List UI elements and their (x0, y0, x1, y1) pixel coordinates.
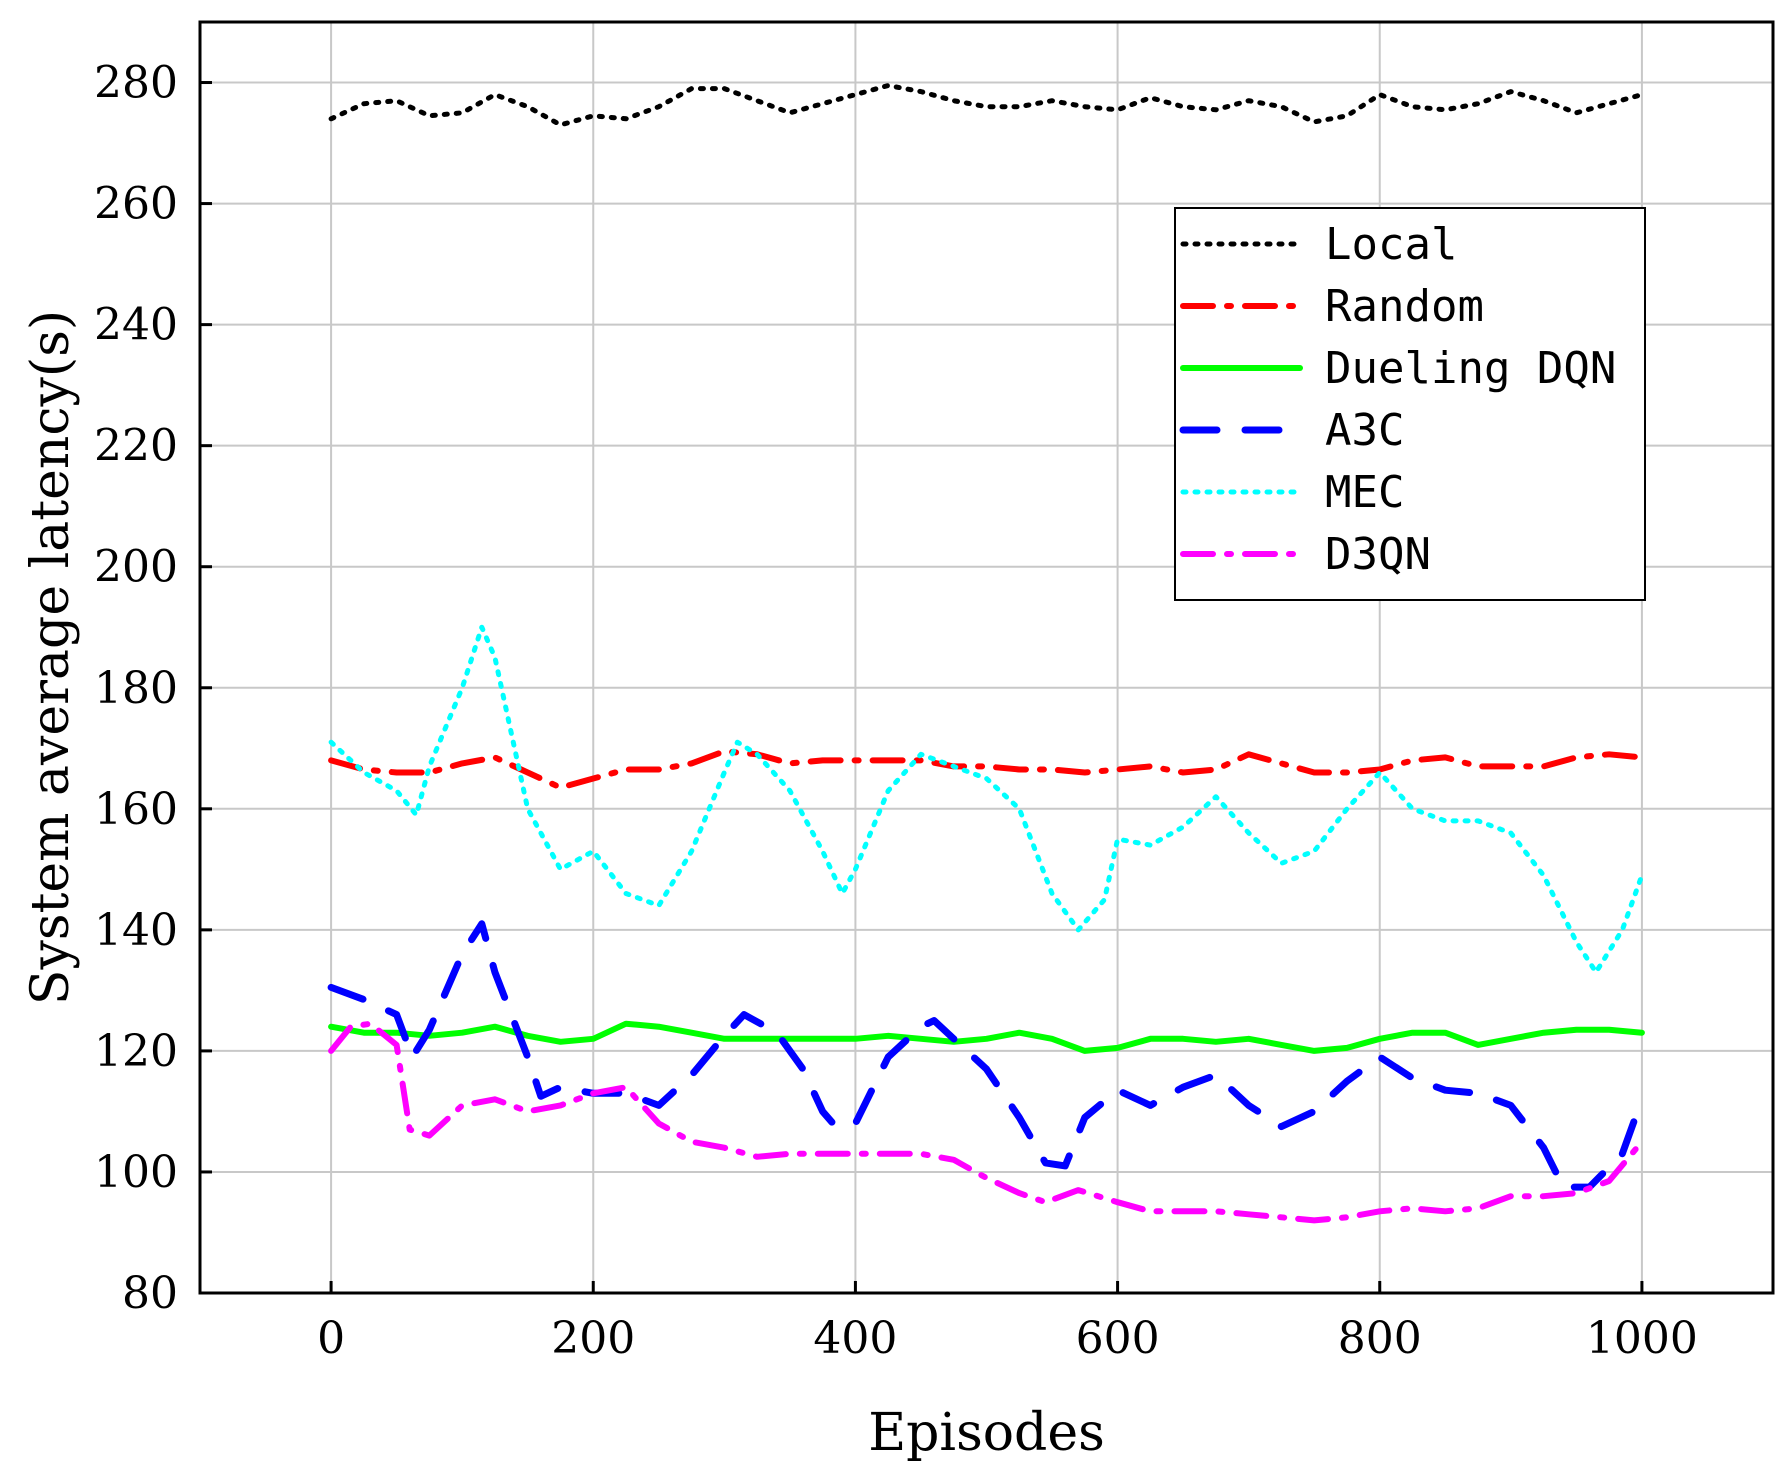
grid-lines (200, 22, 1773, 1294)
legend-label-random: Random (1325, 281, 1484, 332)
x-tick-label-1000: 1000 (1586, 1313, 1698, 1364)
series-line-a3c (327, 920, 1646, 1191)
x-tick-label-400: 400 (813, 1313, 897, 1364)
y-tick-label-120: 120 (94, 1026, 178, 1077)
y-tick-label-240: 240 (94, 300, 178, 351)
x-tick-label-600: 600 (1076, 1313, 1160, 1364)
y-tick-label-280: 280 (94, 58, 178, 109)
x-tick-label-800: 800 (1338, 1313, 1422, 1364)
series-line-mec (328, 624, 1645, 975)
y-tick-label-80: 80 (122, 1268, 178, 1319)
legend-label-mec: MEC (1325, 467, 1404, 518)
plot-frame (198, 20, 1775, 1295)
y-tick-label-160: 160 (94, 784, 178, 835)
legend-box (1174, 207, 1646, 601)
y-tick-label-200: 200 (94, 542, 178, 593)
y-tick-label-100: 100 (94, 1147, 178, 1198)
legend-label-local: Local (1325, 219, 1457, 270)
y-tick-label-220: 220 (94, 421, 178, 472)
series-line-random (328, 748, 1645, 791)
x-tick-label-200: 200 (551, 1313, 635, 1364)
x-axis: 0 200 400 600 800 1000 (317, 1281, 1698, 1364)
y-axis: 80 100 120 140 160 180 200 220 240 260 280 (94, 58, 212, 1319)
legend-label-dueling-dqn: Dueling DQN (1325, 343, 1616, 394)
x-axis-title: Episodes (868, 1403, 1105, 1463)
y-tick-label-140: 140 (94, 905, 178, 956)
series-line-dueling-dqn (328, 1020, 1645, 1054)
legend-label-a3c: A3C (1325, 405, 1404, 456)
legend: Local Random Dueling DQN A3C MEC D3QN (1174, 207, 1646, 601)
series-layer (327, 83, 1646, 1224)
legend-label-d3qn: D3QN (1325, 529, 1431, 580)
y-tick-label-180: 180 (94, 663, 178, 714)
y-tick-label-260: 260 (94, 179, 178, 230)
series-line-d3qn (328, 1020, 1645, 1224)
y-axis-title: System average latency(s) (21, 310, 81, 1005)
x-tick-label-0: 0 (317, 1313, 345, 1364)
